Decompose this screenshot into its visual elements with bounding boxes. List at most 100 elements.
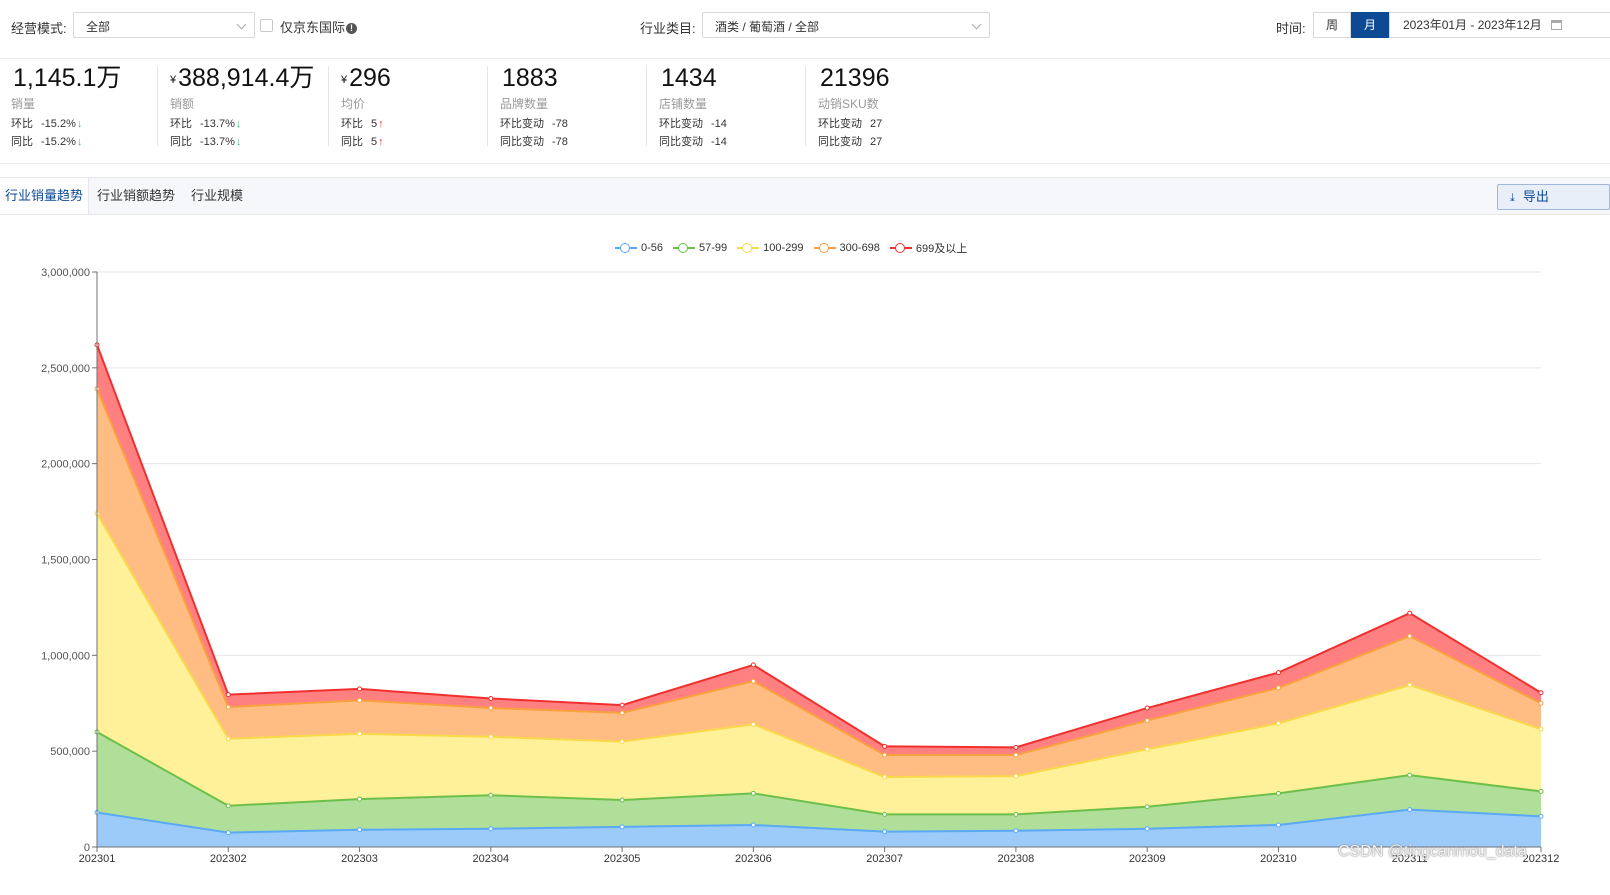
data-point xyxy=(1407,610,1413,616)
kpi-divider-2 xyxy=(487,66,488,146)
y-tick-label: 2,000,000 xyxy=(41,459,90,471)
kpi-value: 21396 xyxy=(818,64,890,94)
business-mode-value: 全部 xyxy=(86,20,111,34)
series-line xyxy=(96,344,1542,749)
kpi-mom-row: 环比 -13.7%↓ xyxy=(170,115,241,131)
export-button[interactable]: ⤓ 导出 xyxy=(1497,184,1610,210)
kpi-divider-3 xyxy=(646,66,647,146)
category-value: 酒类 / 葡萄酒 / 全部 xyxy=(715,20,820,34)
kpi-value: 1,145.1万 xyxy=(11,64,121,94)
kpi-divider xyxy=(0,163,1610,164)
legend-label: 0-56 xyxy=(641,242,664,254)
data-point xyxy=(1407,633,1413,639)
data-point xyxy=(1275,720,1281,726)
kpi-mom-row: 环比变动 -14 xyxy=(659,115,727,131)
kpi-yoy-row: 同比变动 -14 xyxy=(659,133,727,149)
tab-sales-amount-trend[interactable]: 行业销额趋势 xyxy=(97,188,176,203)
kpi-mom-label: 环比变动 xyxy=(500,118,544,130)
series-area xyxy=(97,732,1541,833)
kpi-yoy-label: 同比 xyxy=(341,136,363,148)
kpi-yoy-row: 同比 -15.2%↓ xyxy=(11,133,82,149)
legend-label: 100-299 xyxy=(763,242,804,254)
watermark-text: CSDN @tingcanmou_data xyxy=(1338,843,1527,860)
data-point xyxy=(357,697,363,703)
export-label: 导出 xyxy=(1522,189,1549,204)
kpi-mom-value: 27 xyxy=(870,118,883,130)
business-mode-select[interactable]: 全部 xyxy=(73,12,255,38)
legend-marker xyxy=(673,243,696,253)
kpi-mom-row: 环比 5↑ xyxy=(341,115,384,131)
legend-item[interactable]: 100-299 xyxy=(737,242,804,254)
kpi-currency: ¥ xyxy=(341,74,348,86)
kpi-divider-4 xyxy=(805,66,806,146)
kpi-mom-value: -13.7% xyxy=(200,118,235,130)
legend-item[interactable]: 300-698 xyxy=(813,242,880,254)
tab-sales-volume-trend[interactable]: 行业销量趋势 xyxy=(0,178,89,214)
data-point xyxy=(1275,685,1281,691)
y-tick-label: 0 xyxy=(84,842,90,854)
kpi-number: 21396 xyxy=(820,64,890,92)
kpi-name: 店铺数量 xyxy=(659,97,708,111)
kpi-yoy-value: 5 xyxy=(371,136,378,148)
legend-marker xyxy=(813,243,836,253)
kpi-currency: ¥ xyxy=(170,74,177,86)
data-point xyxy=(750,822,756,828)
category-select[interactable]: 酒类 / 葡萄酒 / 全部 xyxy=(702,12,990,38)
data-point xyxy=(1407,682,1413,688)
kpi-mom-value: -78 xyxy=(552,118,568,130)
date-range-value: 2023年01月 - 2023年12月 xyxy=(1403,18,1542,32)
x-tick-label: 202308 xyxy=(998,853,1035,865)
arrow-down-icon: ↓ xyxy=(235,136,242,148)
arrow-down-icon: ↓ xyxy=(76,136,83,148)
data-point xyxy=(882,811,888,817)
data-point xyxy=(619,739,625,745)
date-range-picker[interactable]: 2023年01月 - 2023年12月 xyxy=(1389,12,1610,38)
legend-label: 57-99 xyxy=(699,242,728,254)
jd-intl-checkbox[interactable] xyxy=(260,19,273,32)
data-point xyxy=(488,705,494,711)
kpi-number: 296 xyxy=(349,64,391,92)
data-point xyxy=(1013,773,1019,779)
legend-label: 300-698 xyxy=(839,242,880,254)
data-point xyxy=(1538,726,1544,732)
legend-item[interactable]: 699及以上 xyxy=(889,240,968,256)
data-point xyxy=(488,695,494,701)
data-point xyxy=(488,826,494,832)
chevron-down-icon xyxy=(236,19,247,30)
kpi-divider-1 xyxy=(328,66,329,146)
month-toggle[interactable]: 月 xyxy=(1351,12,1389,38)
series-line xyxy=(96,512,1542,779)
kpi-mom-row: 环比变动 27 xyxy=(818,115,882,131)
legend-item[interactable]: 0-56 xyxy=(615,242,663,254)
kpi-value: ¥296 xyxy=(341,64,391,94)
x-tick-label: 202311 xyxy=(1392,853,1428,865)
info-icon[interactable]: ! xyxy=(346,23,358,34)
week-toggle[interactable]: 周 xyxy=(1313,12,1351,38)
legend-item[interactable]: 57-99 xyxy=(673,242,727,254)
jd-intl-label: 仅京东国际 xyxy=(280,20,346,35)
legend-label: 699及以上 xyxy=(915,243,968,255)
arrow-up-icon: ↑ xyxy=(378,136,384,148)
kpi-yoy-label: 同比变动 xyxy=(659,136,703,148)
jd-intl-label-wrap: 仅京东国际! xyxy=(280,17,358,36)
chart-legend: 0-56 57-99 100-299 300-698 699及以上 xyxy=(615,240,967,256)
data-point xyxy=(1407,807,1413,813)
legend-marker xyxy=(737,243,760,253)
data-point xyxy=(488,734,494,740)
kpi-mom-row: 环比变动 -78 xyxy=(500,115,568,131)
x-tick-label: 202303 xyxy=(341,853,378,865)
tab-industry-scale[interactable]: 行业规模 xyxy=(191,188,244,203)
kpi-yoy-value: -13.7% xyxy=(200,136,235,148)
data-point xyxy=(1275,670,1281,676)
kpi-value: 1883 xyxy=(500,64,558,94)
business-mode-label: 经营模式: xyxy=(11,21,67,36)
kpi-mom-label: 环比变动 xyxy=(818,118,862,130)
data-point xyxy=(225,692,231,698)
series-line xyxy=(96,388,1542,756)
data-point xyxy=(882,829,888,835)
kpi-number: 1434 xyxy=(661,64,717,92)
kpi-number: 1883 xyxy=(502,64,558,92)
kpi-mom-label: 环比 xyxy=(341,118,363,130)
data-point xyxy=(882,743,888,749)
kpi-yoy-value: -15.2% xyxy=(41,136,76,148)
